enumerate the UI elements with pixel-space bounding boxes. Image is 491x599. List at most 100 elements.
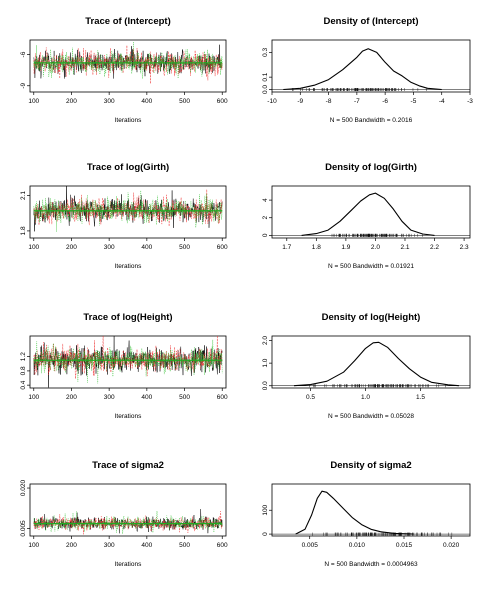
x-tick-label: 100 <box>28 98 39 105</box>
plot-area <box>33 509 223 535</box>
y-tick-label: 0.0 <box>262 381 269 390</box>
x-tick-label: 400 <box>141 98 152 105</box>
x-tick-label: -5 <box>411 98 417 105</box>
x-axis-label: Iterations <box>115 561 142 568</box>
x-tick-label: 400 <box>141 244 152 251</box>
plot-frame <box>29 185 227 239</box>
x-tick-label: 200 <box>66 98 77 105</box>
y-tick-label: 0.8 <box>20 366 27 375</box>
x-tick-label: 2.2 <box>430 244 439 251</box>
plot-area <box>272 490 470 536</box>
trace-chain-3 <box>33 510 223 534</box>
y-tick-label: 1.0 <box>262 358 269 367</box>
trace-panel-2: Trace of log(Girth) 100 200 300 400 500 600 1.8… <box>20 162 228 270</box>
x-tick-label: 500 <box>179 542 190 549</box>
density-curve <box>301 192 435 236</box>
x-tick-label: 2.3 <box>460 244 469 251</box>
x-tick-label: 400 <box>141 542 152 549</box>
panel-title: Trace of log(Girth) <box>87 162 169 173</box>
x-tick-label: 200 <box>66 394 77 401</box>
x-tick-label: 300 <box>104 542 115 549</box>
x-tick-label: 500 <box>179 98 190 105</box>
x-tick-label: 100 <box>28 394 39 401</box>
y-tick-label: 0.005 <box>20 520 27 537</box>
panel-title: Trace of sigma2 <box>92 460 164 471</box>
plot-frame <box>29 483 227 537</box>
x-tick-label: 500 <box>179 244 190 251</box>
plot-frame <box>271 483 471 537</box>
panel-title: Density of (Intercept) <box>323 16 418 27</box>
trace-chain-2 <box>33 510 223 535</box>
x-tick-label: 100 <box>28 542 39 549</box>
x-tick-label: -7 <box>354 98 360 105</box>
y-tick-label: 1.2 <box>20 352 27 361</box>
x-tick-label: 0.020 <box>443 542 460 549</box>
x-tick-label: -3 <box>467 98 473 105</box>
plot-area <box>33 186 223 233</box>
density-curve <box>293 341 460 387</box>
x-axis-label: N = 500 Bandwidth = 0.05028 <box>328 413 414 420</box>
trace-chain-1 <box>33 186 223 232</box>
x-tick-label: 600 <box>217 244 228 251</box>
x-tick-label: 0.015 <box>396 542 413 549</box>
x-tick-label: 1.9 <box>341 244 350 251</box>
y-tick-label: 0.1 <box>262 72 269 81</box>
x-tick-label: 200 <box>66 542 77 549</box>
x-tick-label: -8 <box>326 98 332 105</box>
density-panel-1: Density of (Intercept) -10 -9 -8 -7 -6 -5 -4 -3 0… <box>262 16 473 124</box>
plot-area <box>33 336 223 388</box>
plot-frame <box>29 335 227 389</box>
plot-area <box>272 192 470 237</box>
x-axis-label: N = 500 Bandwidth = 0.01921 <box>328 263 414 270</box>
density-curve <box>283 48 442 91</box>
x-tick-label: 500 <box>179 394 190 401</box>
density-panel-7: Density of sigma2 0.005 0.010 0.015 0.020 0 10… <box>262 460 471 568</box>
y-tick-label: -9 <box>20 82 27 88</box>
x-tick-label: 1.8 <box>312 244 321 251</box>
y-tick-label: 0.0 <box>262 85 269 94</box>
y-tick-label: 0 <box>262 532 269 536</box>
trace-chain-3 <box>33 190 223 233</box>
y-tick-label: 0.4 <box>20 380 27 389</box>
x-tick-label: 300 <box>104 98 115 105</box>
x-tick-label: 1.7 <box>282 244 291 251</box>
plot-frame <box>271 335 471 389</box>
x-tick-label: 0.010 <box>349 542 366 549</box>
x-tick-label: -6 <box>382 98 388 105</box>
y-tick-label: 2.1 <box>20 191 27 200</box>
plot-area <box>272 341 470 388</box>
panel-title: Density of log(Height) <box>322 312 421 323</box>
x-tick-label: 1.5 <box>416 394 425 401</box>
x-tick-label: 2.1 <box>400 244 409 251</box>
x-tick-label: 100 <box>28 244 39 251</box>
x-tick-label: 0.5 <box>306 394 315 401</box>
x-tick-label: 2.0 <box>371 244 380 251</box>
x-tick-label: 200 <box>66 244 77 251</box>
x-tick-label: 600 <box>217 98 228 105</box>
x-axis-label: Iterations <box>115 263 142 270</box>
y-tick-label: 2 <box>262 216 269 220</box>
x-tick-label: 300 <box>104 394 115 401</box>
x-tick-label: 600 <box>217 542 228 549</box>
plot-frame <box>271 185 471 239</box>
x-tick-label: 0.005 <box>302 542 319 549</box>
x-axis-label: N = 500 Bandwidth = 0.2016 <box>330 117 413 124</box>
panel-title: Trace of log(Height) <box>83 312 172 323</box>
plot-frame <box>29 39 227 93</box>
x-axis-label: Iterations <box>115 413 142 420</box>
x-tick-label: 400 <box>141 394 152 401</box>
trace-chain-1 <box>33 44 223 79</box>
x-axis-label: N = 500 Bandwidth = 0.0004963 <box>324 561 418 568</box>
y-tick-label: 1.8 <box>20 226 27 235</box>
panel-title: Trace of (Intercept) <box>85 16 171 27</box>
x-tick-label: -10 <box>267 98 277 105</box>
trace-panel-0: Trace of (Intercept) 100 200 300 400 500 600 -9… <box>20 16 228 124</box>
y-tick-label: -6 <box>20 51 27 57</box>
y-tick-label: 100 <box>262 504 269 515</box>
plot-frame <box>271 39 471 93</box>
panel-title: Density of log(Girth) <box>325 162 417 173</box>
panel-title: Density of sigma2 <box>330 460 411 471</box>
trace-chain-3 <box>33 339 223 384</box>
trace-panel-6: Trace of sigma2 100 200 300 400 500 600 0.005 0.… <box>20 460 228 568</box>
